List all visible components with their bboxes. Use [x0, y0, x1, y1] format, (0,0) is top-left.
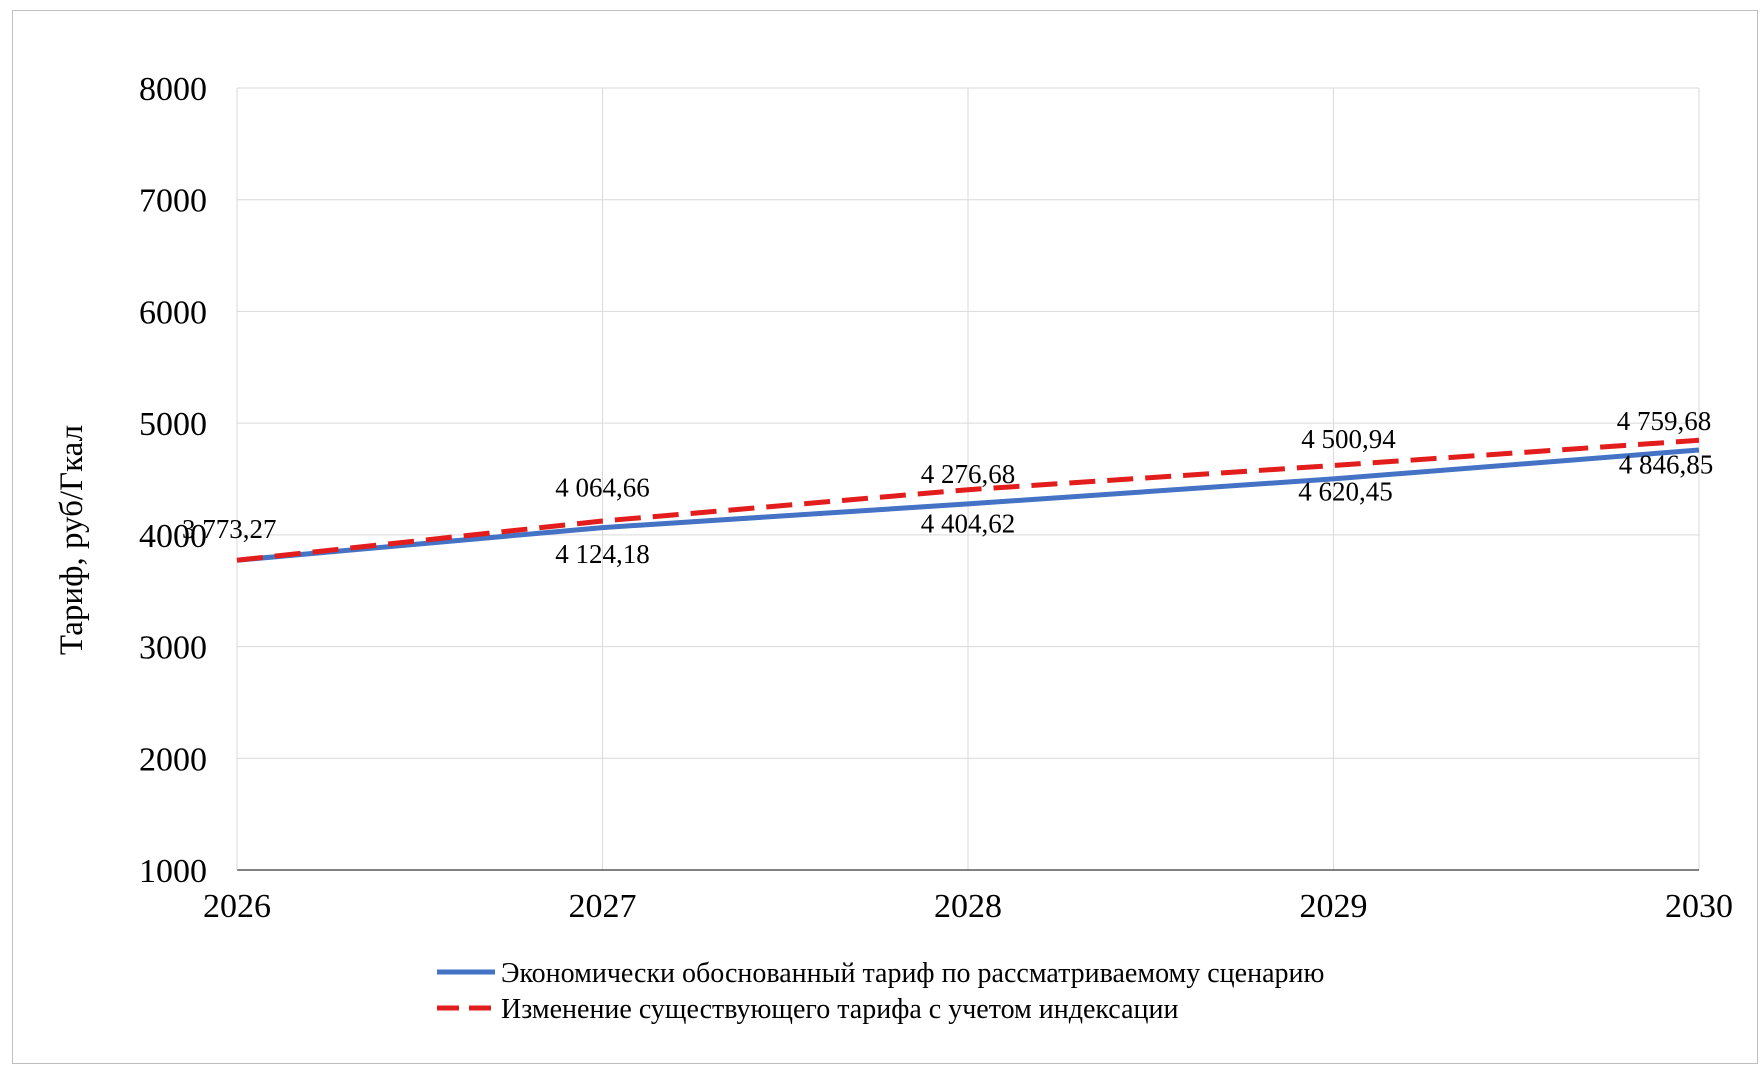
- y-tick-label: 6000: [139, 294, 207, 331]
- x-tick-label: 2029: [1300, 888, 1368, 925]
- legend-entry-1: Экономически обоснованный тариф по рассм…: [501, 958, 1324, 989]
- y-tick-label: 3000: [139, 630, 207, 667]
- legend: Экономически обоснованный тариф по рассм…: [437, 958, 1324, 1025]
- chart-frame: [12, 10, 1758, 1064]
- series-line-2: [236, 437, 1700, 563]
- y-tick-labels: 1000 2000 3000 4000 5000 6000 7000 8000: [139, 71, 207, 890]
- x-tick-label: 2028: [934, 888, 1002, 925]
- series-lines: [236, 437, 1700, 563]
- data-label: 4 620,45: [1298, 477, 1393, 507]
- axes: [236, 88, 1699, 871]
- x-tick-labels: 2026 2027 2028 2029 2030: [203, 888, 1733, 925]
- y-tick-label: 7000: [139, 183, 207, 220]
- legend-entry-2: Изменение существующего тарифа с учетом …: [501, 994, 1178, 1025]
- y-tick-label: 5000: [139, 406, 207, 443]
- data-labels: 3 773,27 4 064,66 4 276,68 4 500,94 4 759,68…: [182, 406, 1713, 569]
- data-label: 4 404,62: [921, 509, 1016, 539]
- series-line-1: [236, 447, 1700, 563]
- x-tick-label: 2030: [1665, 888, 1733, 925]
- y-axis-label: Тариф, руб/Гкал: [54, 425, 90, 655]
- y-tick-label: 2000: [139, 741, 207, 778]
- y-tick-label: 4000: [139, 518, 207, 555]
- x-tick-label: 2026: [203, 888, 271, 925]
- y-tick-label: 1000: [139, 853, 207, 890]
- data-label: 4 124,18: [555, 539, 650, 569]
- data-label: 4 846,85: [1619, 449, 1714, 479]
- data-label: 4 500,94: [1301, 424, 1396, 454]
- data-label: 3 773,27: [182, 514, 277, 544]
- x-tick-label: 2027: [569, 888, 637, 925]
- data-label: 4 276,68: [921, 459, 1016, 489]
- data-label: 4 064,66: [555, 473, 650, 503]
- y-tick-label: 8000: [139, 71, 207, 108]
- data-label: 4 759,68: [1617, 406, 1712, 436]
